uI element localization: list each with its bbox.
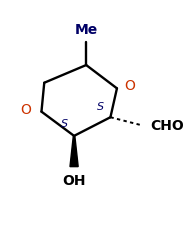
Text: S: S <box>61 119 69 129</box>
Text: O: O <box>21 103 32 117</box>
Text: CHO: CHO <box>151 119 184 133</box>
Text: OH: OH <box>62 174 86 188</box>
Polygon shape <box>70 136 78 167</box>
Text: O: O <box>124 79 135 93</box>
Text: S: S <box>97 102 104 112</box>
Text: Me: Me <box>74 23 98 37</box>
